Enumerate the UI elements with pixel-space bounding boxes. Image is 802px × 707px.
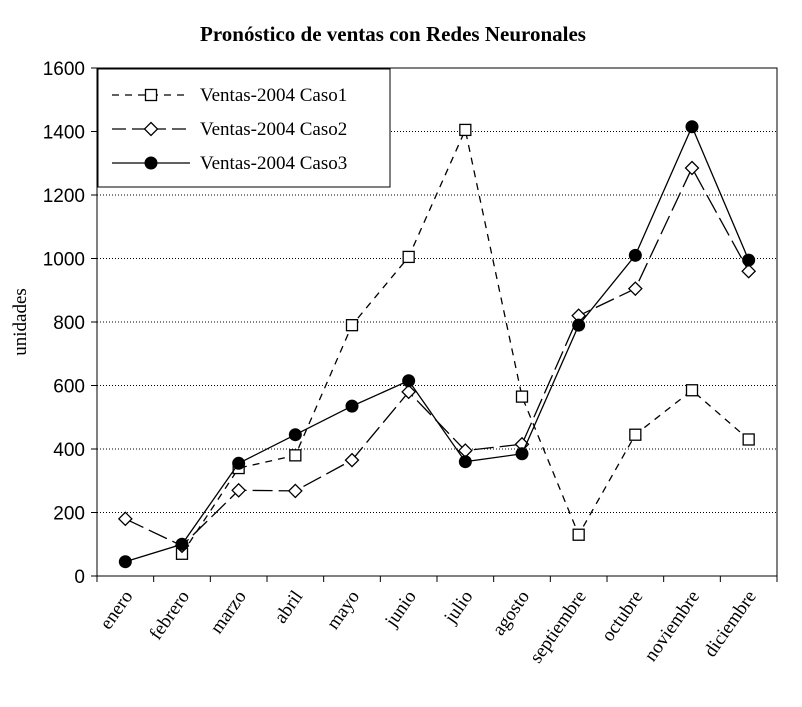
data-point [117,511,133,527]
y-tick-label: 600 [53,377,85,398]
gridlines [97,131,777,513]
data-point [684,160,700,176]
legend-marker [144,156,158,170]
data-point [685,120,699,134]
data-point [118,555,132,569]
data-point [402,374,416,388]
data-point [232,456,246,470]
data-point [345,399,359,413]
data-point [685,384,699,397]
x-tick-label: enero [96,587,137,634]
y-tick-label: 1200 [43,186,85,207]
y-tick-label: 1000 [43,250,85,271]
x-tick-label: noviembre [640,587,704,666]
legend-label: Ventas-2004 Caso2 [200,119,347,140]
series-line [125,125,750,563]
data-point [459,123,472,137]
series-2 [117,160,757,554]
data-point [344,452,360,468]
series-3 [118,120,756,569]
data-point [401,384,417,400]
x-tick-label: abril [270,587,307,628]
data-point [572,318,586,332]
x-tick-label: febrero [145,587,194,644]
x-tick-label: mayo [323,587,364,634]
data-point [572,528,585,541]
data-point [231,482,247,498]
data-point [345,319,359,332]
data-point [627,281,643,297]
data-point [628,248,642,262]
data-point [287,483,303,499]
data-point [515,390,529,403]
series-line [125,166,750,547]
data-point [742,433,755,446]
data-point [288,428,302,442]
y-tick-label: 400 [53,440,85,461]
y-tick-label: 1600 [43,59,85,80]
data-point [515,447,529,461]
chart-title: Pronóstico de ventas con Redes Neuronale… [200,22,586,46]
x-tick-label: septiembre [526,587,591,667]
x-tick-label: agosto [488,587,534,640]
legend-label: Ventas-2004 Caso3 [200,153,347,174]
y-tick-label: 1400 [43,123,85,144]
y-tick-label: 200 [53,504,85,525]
data-point [629,428,642,441]
y-axis-label: unidades [10,288,31,356]
legend-marker [144,88,158,102]
legend-label: Ventas-2004 Caso1 [200,85,347,106]
data-point [742,253,756,267]
y-tick-label: 800 [53,313,85,334]
series-1 [175,123,755,560]
data-point [458,455,472,469]
x-tick-label: marzo [206,587,250,638]
x-tick-label: octubre [598,587,648,646]
y-tick-label: 0 [74,567,85,588]
data-point [402,250,415,264]
data-point [289,449,302,462]
data-point [175,537,189,551]
legend: Ventas-2004 Caso1 Ventas-2004 Caso2 Ventas… [97,68,391,188]
series-group [117,120,757,569]
x-tick-label: junio [381,587,421,632]
legend-marker [143,121,159,137]
x-tick-label: diciembre [700,587,761,661]
x-tick-label: julio [440,587,478,628]
data-point [741,263,757,279]
